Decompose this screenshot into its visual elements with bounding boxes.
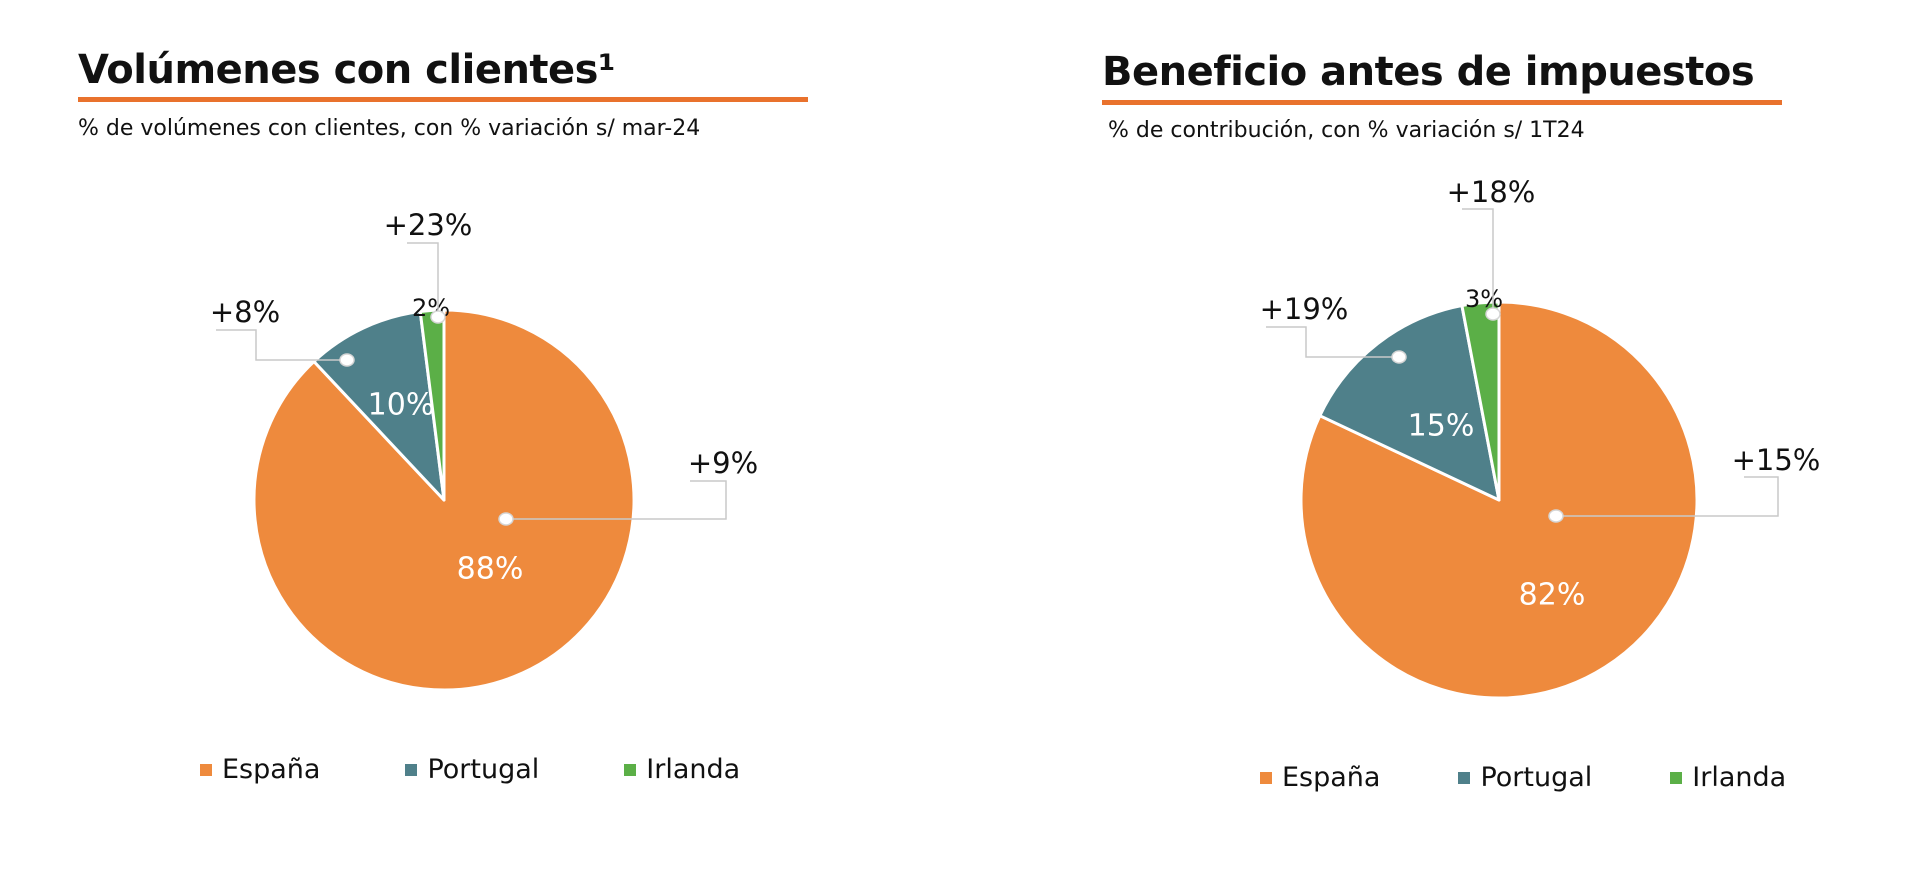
legend-swatch-spain: [1260, 771, 1272, 784]
legend-item-spain: España: [200, 754, 320, 785]
pie-slice-ireland: [1460, 300, 1501, 502]
leader-line-ireland: [1462, 208, 1494, 314]
legend-label-portugal: Portugal: [427, 754, 540, 785]
legend-item-ireland: Irlanda: [624, 754, 740, 785]
slice-label-portugal: 10%: [368, 388, 435, 423]
legend-label-spain: España: [1282, 762, 1381, 793]
pie-chart-volumes: 88%10%2%+9%+8%+23%: [210, 208, 758, 692]
chart-panel-volumes: Volúmenes con clientes¹ % de volúmenes c…: [78, 47, 808, 785]
leader-line-ireland: [407, 242, 439, 317]
leader-marker-spain: [498, 512, 514, 526]
legend-label-portugal: Portugal: [1480, 762, 1593, 793]
legend-swatch-portugal: [405, 763, 418, 776]
change-label-portugal: +8%: [210, 295, 280, 329]
change-label-spain: +15%: [1732, 443, 1821, 477]
chart-legend: España Portugal Irlanda: [1260, 762, 1786, 793]
legend-label-ireland: Irlanda: [646, 754, 741, 785]
chart-title: Beneficio antes de impuestos: [1102, 49, 1755, 95]
slice-label-portugal: 15%: [1408, 409, 1475, 444]
title-underline: [78, 97, 808, 102]
leader-line-portugal: [216, 329, 347, 361]
leader-line-spain: [1556, 476, 1779, 517]
legend-label-spain: España: [222, 754, 321, 785]
change-label-ireland: +18%: [1447, 175, 1536, 209]
chart-title: Volúmenes con clientes¹: [78, 47, 616, 93]
change-label-portugal: +19%: [1260, 292, 1349, 326]
slice-label-spain: 88%: [457, 552, 524, 587]
legend-swatch-ireland: [1670, 771, 1683, 784]
chart-legend: España Portugal Irlanda: [200, 754, 740, 785]
chart-subtitle: % de volúmenes con clientes, con % varia…: [78, 116, 701, 141]
legend-label-ireland: Irlanda: [1692, 762, 1787, 793]
slice-label-spain: 82%: [1519, 578, 1586, 613]
legend-item-portugal: Portugal: [1458, 762, 1592, 793]
leader-marker-ireland: [430, 310, 446, 324]
chart-subtitle: % de contribución, con % variación s/ 1T…: [1108, 118, 1585, 143]
leader-marker-ireland: [1485, 307, 1501, 321]
legend-swatch-ireland: [624, 763, 637, 776]
leader-line-portugal: [1266, 326, 1399, 358]
pie-slice-ireland: [418, 308, 446, 502]
leader-marker-portugal: [339, 353, 355, 367]
change-label-spain: +9%: [688, 446, 758, 480]
legend-swatch-portugal: [1458, 771, 1471, 784]
pie-slice-portugal: [1318, 304, 1501, 502]
legend-swatch-spain: [200, 763, 212, 776]
legend-item-spain: España: [1260, 762, 1380, 793]
leader-line-spain: [506, 480, 727, 520]
leader-marker-spain: [1548, 509, 1564, 523]
legend-item-portugal: Portugal: [405, 754, 539, 785]
leader-marker-portugal: [1391, 350, 1407, 364]
title-underline: [1102, 100, 1782, 105]
pie-chart-profit: 82%15%3%+15%+19%+18%: [1260, 175, 1821, 700]
change-label-ireland: +23%: [384, 208, 473, 242]
chart-panel-profit: Beneficio antes de impuestos % de contri…: [954, 0, 1908, 874]
legend-item-ireland: Irlanda: [1670, 762, 1786, 793]
